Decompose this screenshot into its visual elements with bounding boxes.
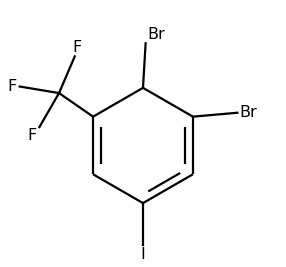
Text: Br: Br <box>240 105 257 120</box>
Text: F: F <box>73 40 82 55</box>
Text: F: F <box>8 79 17 94</box>
Text: I: I <box>141 247 145 262</box>
Text: F: F <box>27 128 37 143</box>
Text: Br: Br <box>147 27 165 42</box>
